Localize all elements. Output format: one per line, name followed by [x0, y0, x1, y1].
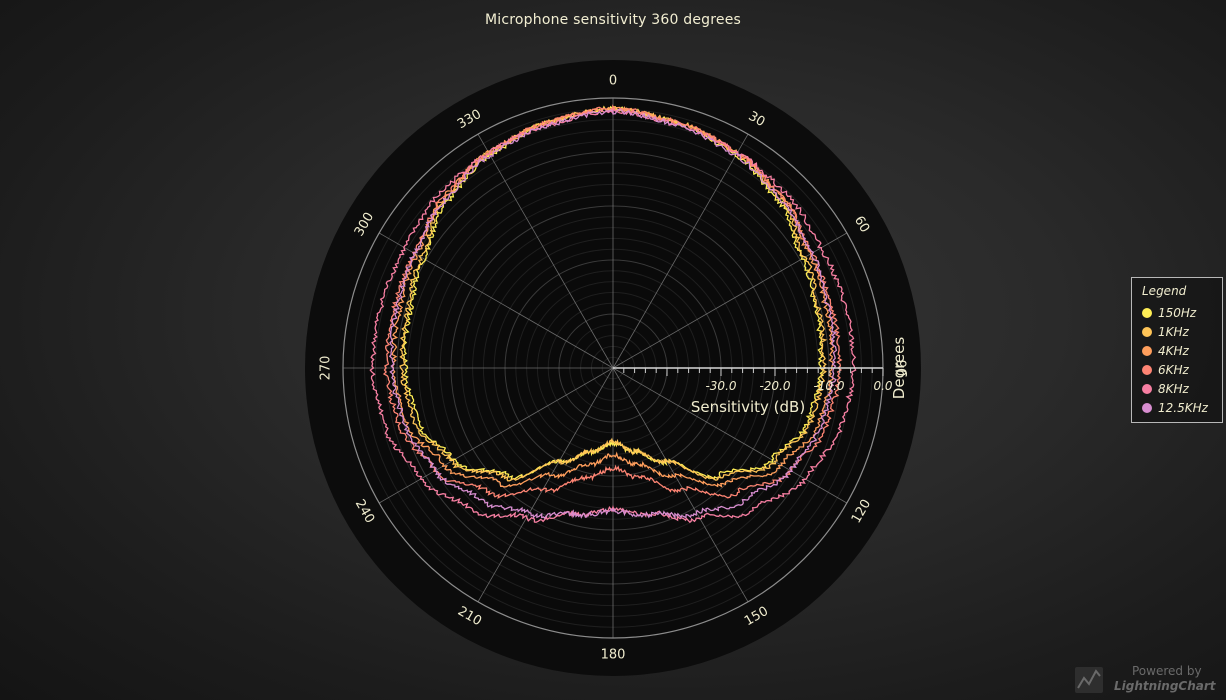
angle-gridline: [378, 367, 614, 504]
legend-marker-icon: [1142, 383, 1152, 394]
watermark: Powered by LightningChart: [1074, 664, 1224, 698]
angle-gridline: [477, 367, 614, 603]
angle-gridline: [378, 232, 614, 369]
radial-tick-label: 0.0: [873, 379, 892, 393]
legend-marker-icon: [1142, 307, 1152, 318]
legend-label: 1KHz: [1158, 324, 1189, 339]
angle-tick-label: 270: [319, 356, 334, 381]
watermark-brand: LightningChart: [1114, 679, 1216, 693]
series-line-150hz: [402, 105, 825, 480]
angle-tick-label: 60: [851, 214, 872, 236]
series-layer: [369, 104, 857, 524]
angle-gridline: [612, 232, 848, 369]
angle-tick-label: 90: [893, 360, 908, 377]
legend-item[interactable]: 1KHz: [1142, 322, 1222, 341]
legend-title: Legend: [1142, 284, 1187, 298]
legend-item[interactable]: 6KHz: [1142, 360, 1222, 379]
legend-item[interactable]: 8KHz: [1142, 379, 1222, 398]
watermark-powered-by: Powered by: [1132, 664, 1202, 678]
legend-marker-icon: [1142, 326, 1152, 337]
radial-tick-label: -10.0: [813, 379, 844, 393]
radial-tick-label: -20.0: [759, 379, 790, 393]
legend-marker-icon: [1142, 345, 1152, 356]
angle-tick-label: 30: [746, 109, 768, 130]
angle-gridline: [612, 367, 749, 603]
legend-item[interactable]: 150Hz: [1142, 303, 1222, 322]
legend-item[interactable]: 4KHz: [1142, 341, 1222, 360]
angle-tick-label: 0: [609, 74, 617, 89]
angle-gridline: [477, 133, 614, 369]
legend-label: 8KHz: [1158, 381, 1189, 396]
legend: Legend 150Hz 1KHz 4KHz 6KHz 8KHz 12.5KHz: [1131, 277, 1223, 423]
lightningchart-logo-icon: [1075, 667, 1103, 693]
chart-title: Microphone sensitivity 360 degrees: [484, 12, 741, 28]
legend-marker-icon: [1142, 402, 1152, 413]
legend-marker-icon: [1142, 364, 1152, 375]
legend-label: 150Hz: [1158, 305, 1197, 320]
series-line-12-5khz: [388, 108, 838, 520]
legend-label: 12.5KHz: [1158, 400, 1208, 415]
legend-label: 4KHz: [1158, 343, 1189, 358]
legend-label: 6KHz: [1158, 362, 1189, 377]
radial-axis: -30.0 -20.0 -10.0 0.0 Sensitivity (dB) Degree…: [613, 337, 908, 416]
legend-item[interactable]: 12.5KHz: [1142, 398, 1222, 417]
series-line-1khz: [399, 104, 828, 482]
angle-axis-title: Degrees: [890, 337, 908, 400]
angle-gridline: [612, 133, 749, 369]
angle-gridline: [612, 367, 848, 504]
angle-tick-label: 180: [601, 648, 626, 663]
radial-axis-title: Sensitivity (dB): [691, 398, 805, 416]
radial-tick-label: -30.0: [705, 379, 736, 393]
